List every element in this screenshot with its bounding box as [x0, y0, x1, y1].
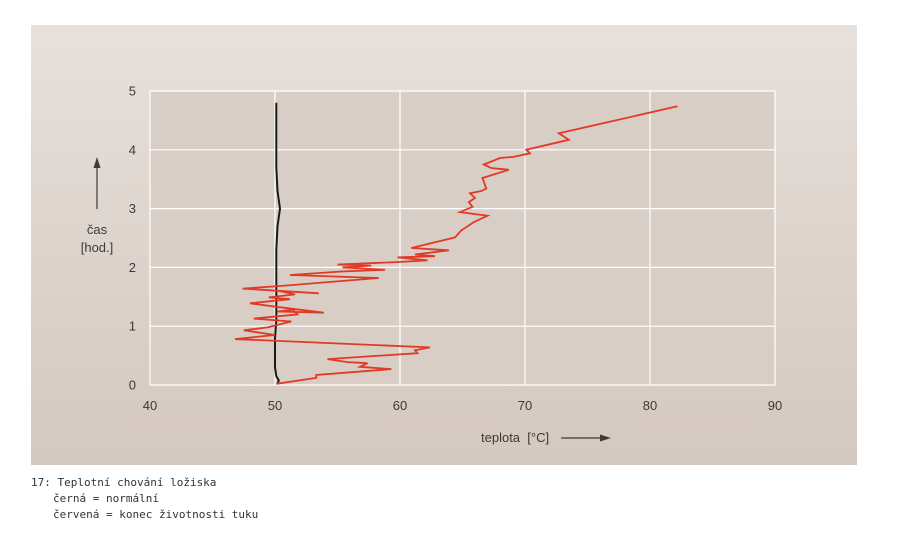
x-tick-label: 60 — [393, 398, 407, 413]
y-tick-label: 5 — [129, 84, 136, 99]
x-tick-label: 90 — [768, 398, 782, 413]
y-axis-label-line2: [hod.] — [81, 240, 114, 255]
series-line-end_of_life — [234, 105, 678, 385]
figure-caption: 17: Teplotní chování ložiska černá = nor… — [31, 475, 258, 523]
y-tick-label: 4 — [129, 142, 136, 157]
plot-area — [150, 91, 775, 385]
y-axis-label-line1: čas — [87, 222, 108, 237]
caption-title: 17: Teplotní chování ložiska — [31, 476, 217, 489]
x-tick-label: 80 — [643, 398, 657, 413]
y-tick-label: 1 — [129, 319, 136, 334]
series-line-normal — [274, 102, 282, 385]
series-lines — [234, 102, 678, 385]
x-tick-label: 50 — [268, 398, 282, 413]
y-tick-label: 3 — [129, 201, 136, 216]
caption-legend-end-of-life: červená = konec životnosti tuku — [53, 508, 259, 521]
y-tick-labels: 0 1 2 3 4 5 — [129, 84, 136, 393]
caption-legend-normal: černá = normální — [53, 492, 159, 505]
y-tick-label: 0 — [129, 378, 136, 393]
x-tick-label: 40 — [143, 398, 157, 413]
x-tick-labels: 40 50 60 70 80 90 — [143, 398, 782, 413]
grid-lines — [149, 90, 776, 386]
y-tick-label: 2 — [129, 260, 136, 275]
y-axis-arrow-icon — [93, 157, 101, 168]
x-tick-label: 70 — [518, 398, 532, 413]
x-axis-arrow-icon — [600, 434, 611, 442]
x-axis-label: teplota [°C] — [481, 430, 549, 445]
